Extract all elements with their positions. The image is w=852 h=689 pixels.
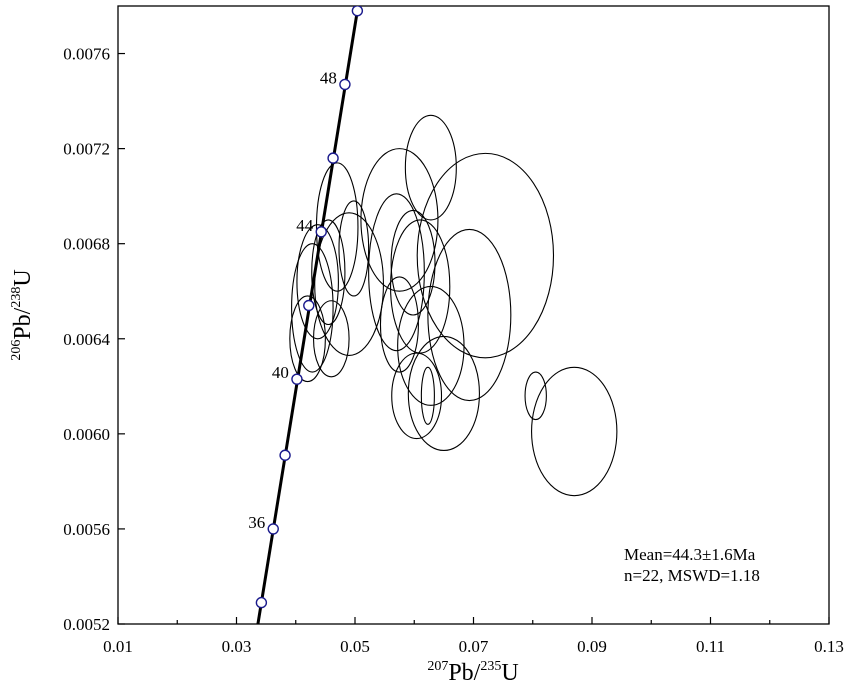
error-ellipse <box>314 212 384 356</box>
y-tick-label: 0.0068 <box>63 235 110 254</box>
concordia-age-label: 48 <box>320 68 337 87</box>
result-annotation-line: Mean=44.3±1.6Ma <box>624 545 756 564</box>
concordia-age-label: 44 <box>296 216 314 235</box>
x-tick-label: 0.11 <box>696 637 725 656</box>
error-ellipse <box>524 371 547 421</box>
concordia-age-marker <box>327 152 339 164</box>
y-tick-label: 0.0072 <box>63 140 110 159</box>
error-ellipse <box>315 162 359 292</box>
x-tick-label: 0.05 <box>340 637 370 656</box>
y-axis-title: 206Pb/238U <box>9 269 36 360</box>
concordia-line <box>256 6 360 624</box>
x-axis-title-sup1: 207 <box>427 659 448 674</box>
y-axis-title-sup2: 238 <box>9 287 24 308</box>
error-ellipse <box>390 209 436 316</box>
error-ellipse <box>379 276 419 373</box>
x-tick-label: 0.03 <box>222 637 252 656</box>
concordia-age-label: 36 <box>248 513 265 532</box>
concordia-age-labels: 36 40 44 48 <box>248 68 337 531</box>
concordia-curve <box>255 6 364 624</box>
error-ellipse <box>407 335 480 452</box>
y-axis-title-base1: Pb/ <box>10 307 36 339</box>
concordia-age-marker <box>339 78 351 91</box>
error-ellipse <box>531 366 618 497</box>
error-ellipse <box>416 152 555 359</box>
concordia-age-marker <box>303 299 315 312</box>
concordia-age-marker <box>255 596 268 609</box>
error-ellipse <box>404 114 457 221</box>
x-tick-label: 0.07 <box>459 637 489 656</box>
error-ellipse <box>427 228 512 402</box>
y-axis-title-base2: U <box>10 269 36 286</box>
y-tick-label: 0.0056 <box>63 520 110 539</box>
error-ellipse <box>312 300 350 378</box>
x-tick-label: 0.13 <box>814 637 844 656</box>
error-ellipse <box>338 200 370 297</box>
error-ellipse <box>420 366 435 425</box>
concordia-age-marker <box>279 449 291 461</box>
plot-area <box>117 5 830 625</box>
concordia-age-label: 40 <box>272 363 289 382</box>
x-axis-title-sup2: 235 <box>480 659 501 674</box>
error-ellipse <box>311 219 346 326</box>
y-tick-label: 0.0052 <box>63 615 110 634</box>
x-axis-title: 207Pb/235U <box>427 659 518 686</box>
concordia-age-marker <box>291 373 303 385</box>
y-axis-ticks: 0.0052 0.0056 0.0060 0.0064 0.0068 0.0072 0.00… <box>63 45 125 634</box>
y-axis-title-sup1: 206 <box>9 340 24 361</box>
x-tick-label: 0.09 <box>577 637 607 656</box>
x-axis-title-base2: U <box>501 660 518 686</box>
x-axis-title-base1: Pb/ <box>448 660 480 686</box>
error-ellipse <box>291 243 334 373</box>
error-ellipse <box>360 148 439 292</box>
concordia-age-marker <box>267 523 279 535</box>
y-tick-label: 0.0060 <box>63 425 110 444</box>
error-ellipse <box>296 224 339 340</box>
y-tick-label: 0.0076 <box>63 45 110 64</box>
x-tick-label: 0.01 <box>103 637 133 656</box>
result-annotation: Mean=44.3±1.6Ma n=22, MSWD=1.18 <box>624 545 760 585</box>
error-ellipse <box>391 352 443 440</box>
concordia-age-marker <box>351 6 364 17</box>
result-annotation-line: n=22, MSWD=1.18 <box>624 566 760 585</box>
error-ellipse <box>289 295 326 383</box>
y-tick-label: 0.0064 <box>63 330 110 349</box>
error-ellipses <box>289 114 618 497</box>
concordia-age-marker <box>315 226 327 238</box>
x-axis-ticks: 0.01 0.03 0.05 0.07 0.09 0.11 0.13 <box>103 617 844 656</box>
error-ellipse <box>368 193 425 352</box>
